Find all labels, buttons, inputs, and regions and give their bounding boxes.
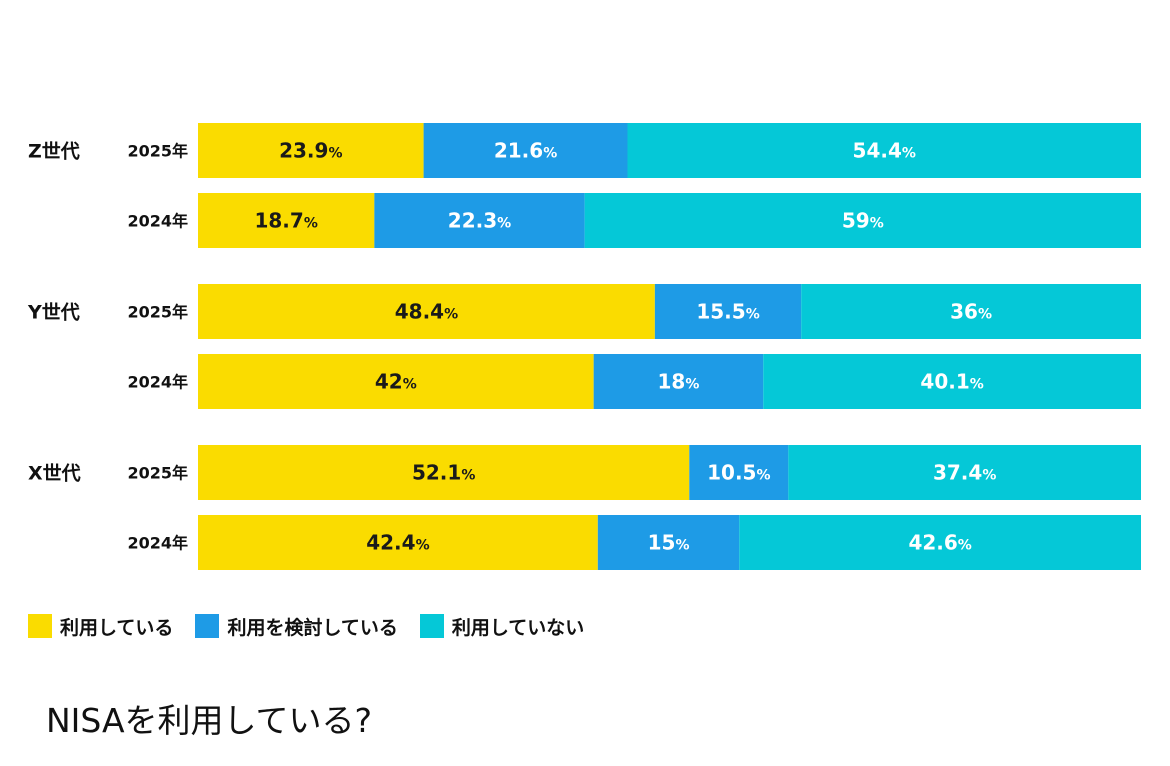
group-label: Y世代: [27, 302, 80, 324]
legend-label-not-using: 利用していない: [451, 616, 585, 639]
legend-label-using: 利用している: [60, 616, 174, 639]
bar-segment-using: [198, 515, 598, 570]
group-label: X世代: [28, 463, 81, 485]
data-label: 15.5%: [696, 300, 759, 324]
year-label: 2025年: [127, 142, 188, 161]
data-label: 18%: [658, 370, 700, 394]
data-label: 42%: [375, 370, 417, 394]
data-label: 42.6%: [908, 531, 971, 555]
bar-segment-not-using: [788, 445, 1141, 500]
bar-segment-not-using: [584, 193, 1141, 248]
bar-segment-considering: [374, 193, 585, 248]
bar-segment-using: [198, 284, 655, 339]
data-label: 23.9%: [279, 139, 342, 163]
year-label: 2024年: [127, 212, 188, 231]
data-label: 59%: [842, 209, 884, 233]
legend-swatch-using: [28, 614, 52, 638]
bar-segment-using: [198, 445, 690, 500]
legend-label-considering: 利用を検討している: [227, 616, 398, 639]
bar-segment-considering: [593, 354, 764, 409]
data-label: 18.7%: [254, 209, 317, 233]
legend: 利用している 利用を検討している 利用していない: [28, 612, 606, 640]
data-label: 54.4%: [853, 139, 916, 163]
bar-segment-not-using: [801, 284, 1141, 339]
bar-segment-not-using: [763, 354, 1141, 409]
data-label: 22.3%: [448, 209, 511, 233]
bar-segment-using: [198, 193, 375, 248]
bar-segment-using: [198, 123, 424, 178]
bar-segment-not-using: [627, 123, 1141, 178]
chart-title: NISAを利用している?: [46, 701, 373, 740]
bar-segment-considering: [689, 445, 789, 500]
legend-item-not-using: 利用していない: [419, 613, 585, 640]
bar-segment-using: [198, 354, 594, 409]
data-label: 15%: [648, 531, 690, 555]
data-label: 52.1%: [412, 461, 475, 485]
data-label: 21.6%: [494, 139, 557, 163]
bar-segment-considering: [654, 284, 802, 339]
data-label: 36%: [950, 300, 992, 324]
legend-swatch-not-using: [419, 614, 444, 638]
stacked-bar-chart: Z世代 2025年 23.9% 21.6% 54.4% 2024年 18.7% 22.3% 59…: [27, 123, 1141, 570]
year-label: 2025年: [127, 303, 188, 322]
year-label: 2025年: [127, 464, 188, 483]
data-label: 37.4%: [933, 461, 996, 485]
bar-segment-considering: [597, 515, 740, 570]
data-label: 48.4%: [395, 300, 458, 324]
group-label: Z世代: [28, 141, 80, 163]
data-label: 10.5%: [707, 461, 770, 485]
legend-item-considering: 利用を検討している: [195, 613, 398, 640]
year-label: 2024年: [127, 373, 188, 392]
legend-swatch-considering: [195, 614, 220, 638]
bar-segment-considering: [423, 123, 628, 178]
data-label: 40.1%: [920, 370, 983, 394]
data-label: 42.4%: [366, 531, 429, 555]
legend-item-using: 利用している: [28, 613, 173, 640]
bar-segment-not-using: [739, 515, 1141, 570]
year-label: 2024年: [127, 534, 188, 553]
